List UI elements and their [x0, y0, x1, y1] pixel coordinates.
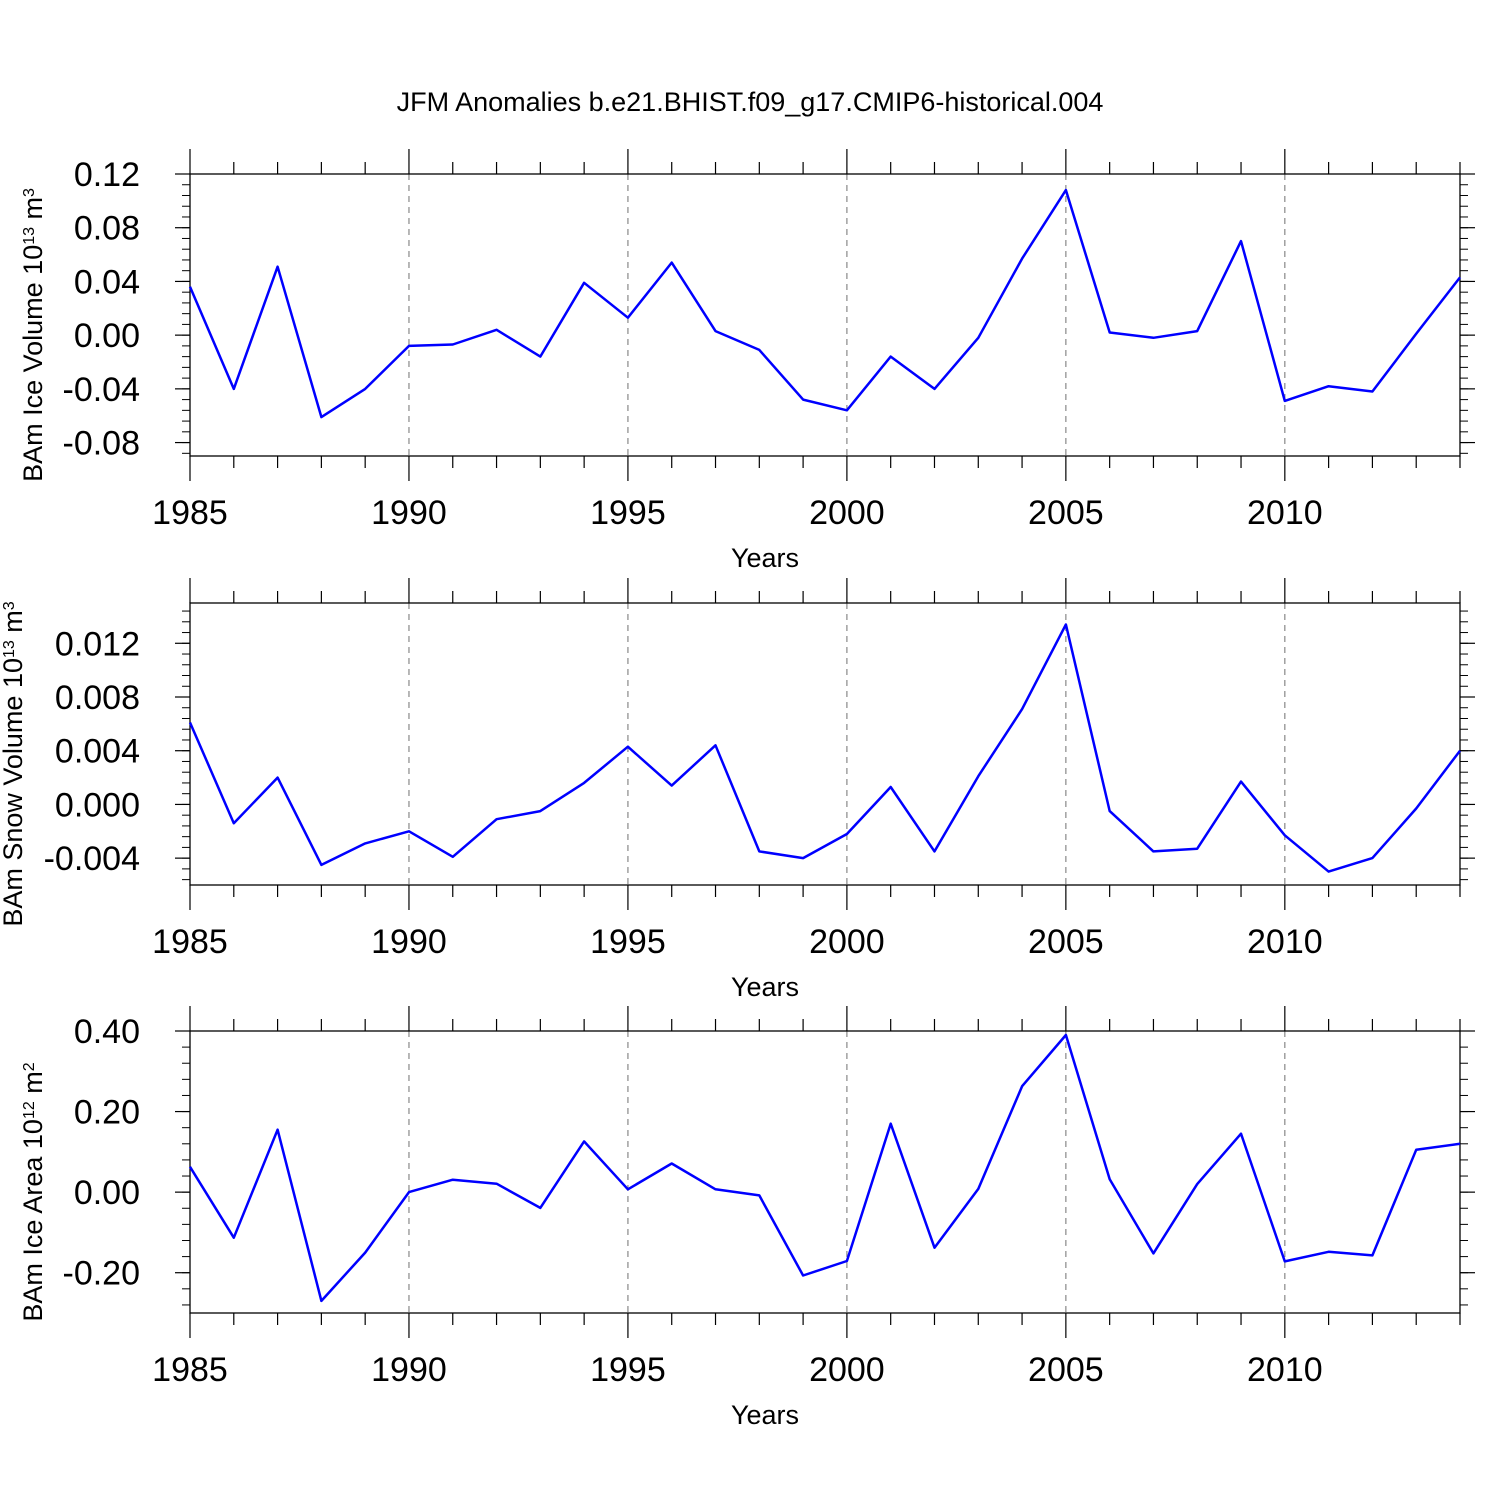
y-tick-label: -0.04: [63, 371, 141, 409]
axis-frame: [189, 1030, 1461, 1314]
chart-title: JFM Anomalies b.e21.BHIST.f09_g17.CMIP6-…: [397, 87, 1104, 117]
x-tick-label: 2000: [809, 494, 885, 532]
x-tick-label: 2010: [1247, 1351, 1323, 1389]
y-tick-label: 0.20: [74, 1094, 140, 1132]
y-tick-label: 0.08: [74, 210, 140, 248]
y-tick-label: 0.012: [55, 625, 140, 663]
x-tick-label: 1985: [152, 1351, 228, 1389]
x-tick-label: 2000: [809, 1351, 885, 1389]
y-tick-label: 0.004: [55, 733, 140, 771]
y-axis-title-ylabel: BAm Ice Volume 10: [18, 245, 48, 482]
y-axis-title-ylabel-unit-exp: 3: [1, 601, 18, 610]
y-tick-label: -0.08: [63, 425, 141, 463]
x-tick-label: 1990: [371, 1351, 447, 1389]
panel-3: 1985 1990 1995 2000 2005 2010 -0.20 0.00 0.20 0.4…: [18, 1006, 1475, 1430]
axis-frame: [189, 173, 1461, 457]
axis-frame: [189, 602, 1461, 886]
x-axis-title: Years: [731, 972, 799, 1002]
panel-2: 1985 1990 1995 2000 2005 2010 -0.004 0.000 0.004…: [0, 578, 1475, 1002]
y-axis-title: BAm Snow Volume 1013 m3: [0, 601, 28, 926]
series-line: [188, 188, 1461, 419]
y-axis-title-ylabel-unit: m: [18, 197, 48, 227]
y-axis-title-ylabel: BAm Snow Volume 10: [0, 658, 28, 927]
panel-1: 1985 1990 1995 2000 2005 2010 -0.08 -0.04 0.00 0.…: [18, 149, 1475, 573]
y-tick-label: 0.008: [55, 679, 140, 717]
y-tick-label: -0.20: [63, 1255, 141, 1293]
y-axis-title-ylabel-unit: m: [18, 1071, 48, 1101]
x-tick-label: 2000: [809, 923, 885, 961]
x-tick-label: 1995: [590, 494, 666, 532]
x-tick-label: 1995: [590, 1351, 666, 1389]
x-tick-label: 2005: [1028, 1351, 1104, 1389]
x-tick-label: 1990: [371, 923, 447, 961]
y-tick-label: 0.00: [74, 1174, 140, 1212]
y-axis-title-ylabel-exp: 13: [1, 640, 18, 658]
x-tick-label: 1990: [371, 494, 447, 532]
x-tick-label: 2010: [1247, 494, 1323, 532]
y-axis-title-ylabel: BAm Ice Area 10: [18, 1119, 48, 1322]
x-tick-label: 2005: [1028, 923, 1104, 961]
x-tick-label: 1995: [590, 923, 666, 961]
y-axis-title-ylabel-unit-exp: 3: [21, 188, 38, 197]
y-axis-title-ylabel-exp: 12: [21, 1101, 38, 1119]
x-tick-label: 1985: [152, 494, 228, 532]
y-tick-label: 0.04: [74, 263, 140, 301]
x-tick-label: 2010: [1247, 923, 1323, 961]
x-axis-title: Years: [731, 1400, 799, 1430]
x-axis-title: Years: [731, 543, 799, 573]
y-axis-title: BAm Ice Volume 1013 m3: [18, 188, 48, 482]
series-line: [188, 1033, 1461, 1303]
y-tick-label: -0.004: [44, 840, 140, 878]
series-line: [188, 623, 1461, 873]
y-axis-title-ylabel-exp: 13: [21, 227, 38, 245]
y-tick-label: 0.000: [55, 786, 140, 824]
x-tick-label: 1985: [152, 923, 228, 961]
y-axis-title-ylabel-unit-exp: 2: [21, 1062, 38, 1071]
y-axis-title: BAm Ice Area 1012 m2: [18, 1062, 48, 1321]
y-tick-label: 0.40: [74, 1013, 140, 1051]
y-axis-title-ylabel-unit: m: [0, 610, 28, 640]
y-tick-label: 0.00: [74, 317, 140, 355]
x-tick-label: 2005: [1028, 494, 1104, 532]
y-tick-label: 0.12: [74, 156, 140, 194]
